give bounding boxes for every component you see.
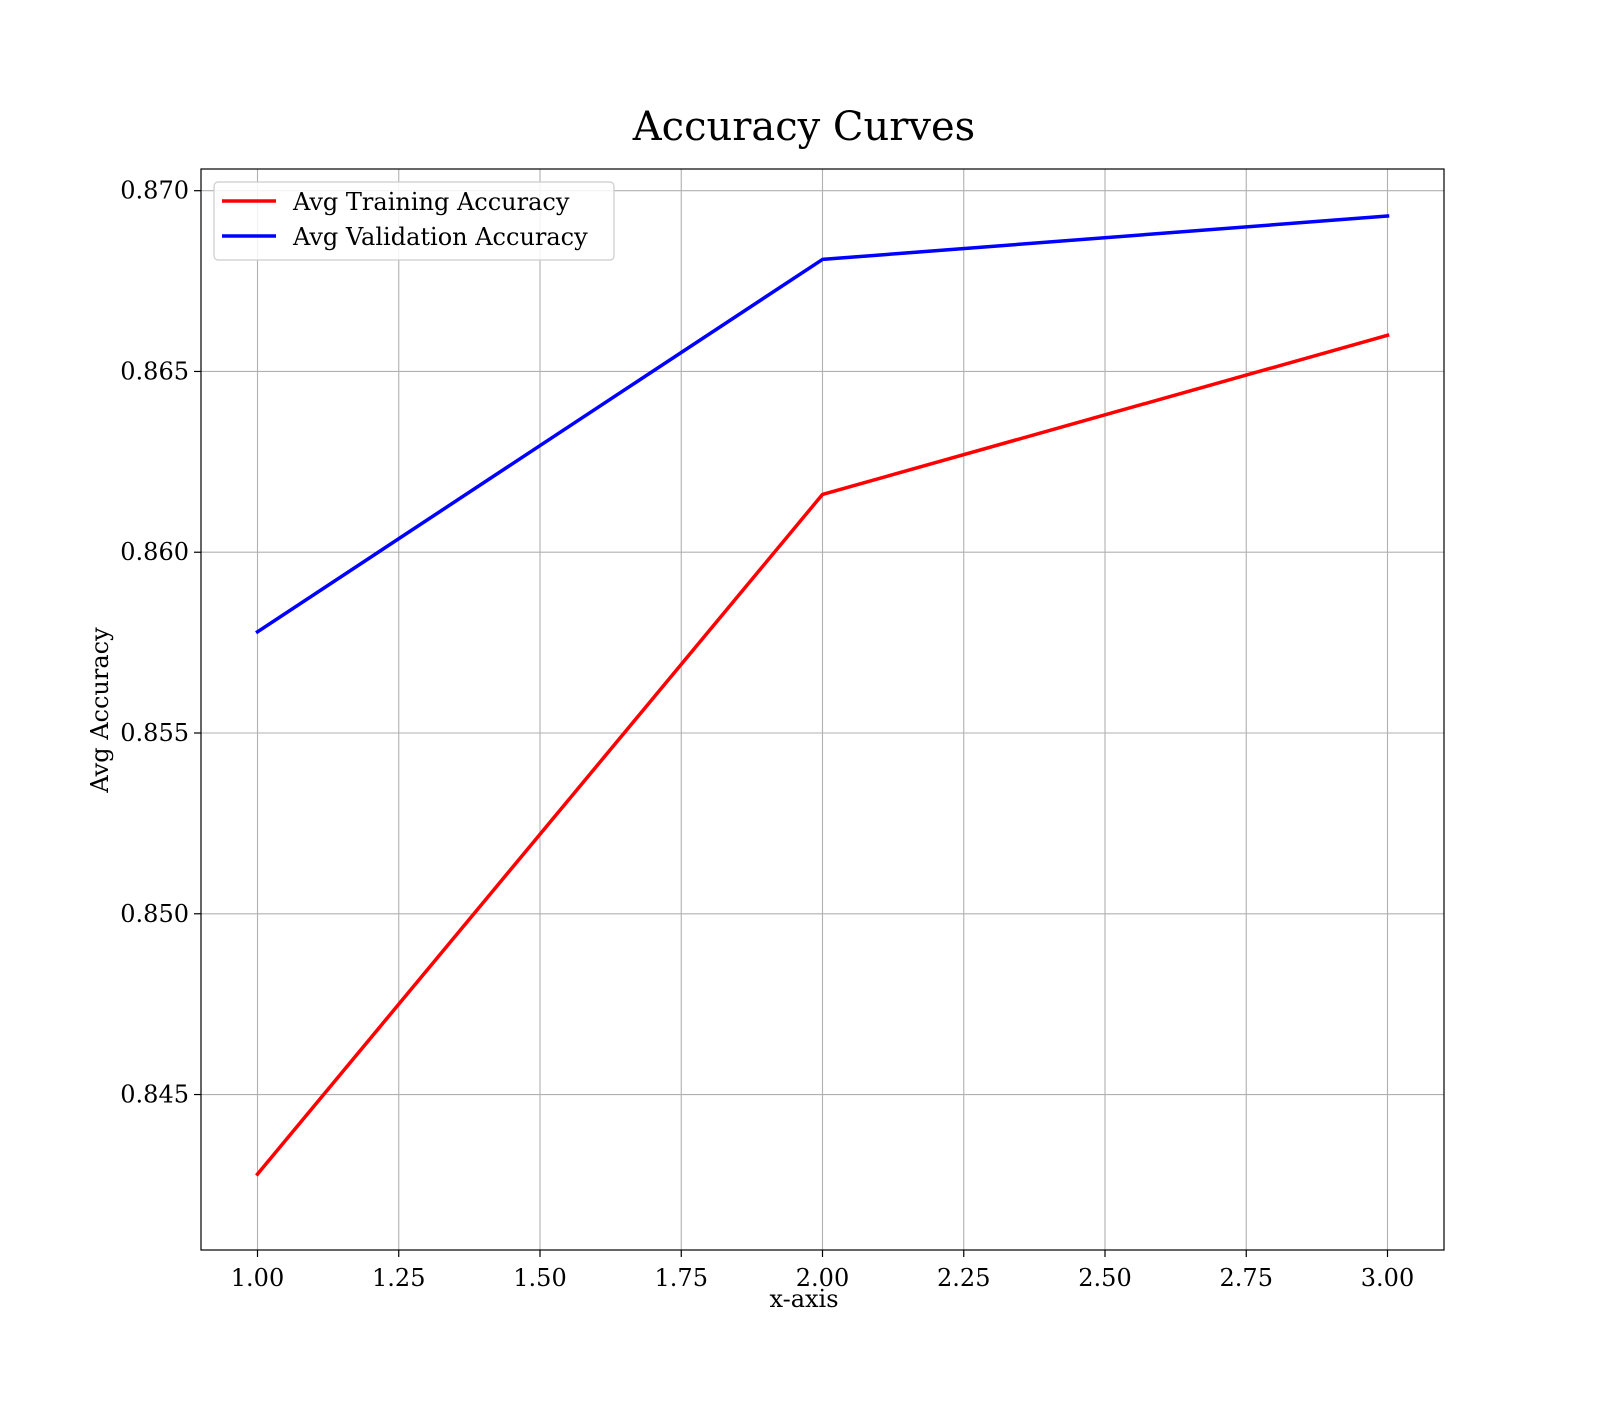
y-tick-label: 0.845 xyxy=(120,1081,189,1109)
x-tick-label: 1.50 xyxy=(513,1264,566,1292)
x-tick-label: 3.00 xyxy=(1361,1264,1414,1292)
x-tick-label: 2.00 xyxy=(796,1264,849,1292)
x-tick-label: 2.75 xyxy=(1220,1264,1273,1292)
x-axis-label: x-axis xyxy=(769,1285,838,1313)
x-axis-ticks: 1.00 1.25 1.50 1.75 2.00 2.25 2.50 2.75 3.00 xyxy=(231,1250,1414,1292)
y-tick-label: 0.865 xyxy=(120,357,189,385)
y-tick-label: 0.855 xyxy=(120,719,189,747)
series-line-training xyxy=(255,333,1390,1177)
y-tick-label: 0.850 xyxy=(120,900,189,928)
legend-box xyxy=(213,181,615,261)
x-tick-label: 2.50 xyxy=(1078,1264,1131,1292)
legend-label-training: Avg Training Accuracy xyxy=(292,188,570,216)
chart-title: Accuracy Curves xyxy=(632,104,975,150)
y-tick-label: 0.870 xyxy=(120,177,189,205)
x-tick-label: 2.25 xyxy=(937,1264,990,1292)
series-lines xyxy=(255,214,1390,1177)
x-tick-label: 1.00 xyxy=(231,1264,284,1292)
grid xyxy=(201,169,1444,1250)
series-line-validation xyxy=(255,214,1390,635)
x-tick-label: 1.25 xyxy=(372,1264,425,1292)
y-axis-ticks: 0.845 0.850 0.855 0.860 0.865 0.870 xyxy=(120,177,201,1109)
legend: Avg Training Accuracy Avg Validation Acc… xyxy=(213,181,615,261)
legend-label-validation: Avg Validation Accuracy xyxy=(292,223,588,251)
x-tick-label: 1.75 xyxy=(655,1264,708,1292)
y-tick-label: 0.860 xyxy=(120,538,189,566)
y-axis-label: Avg Accuracy xyxy=(86,627,114,794)
